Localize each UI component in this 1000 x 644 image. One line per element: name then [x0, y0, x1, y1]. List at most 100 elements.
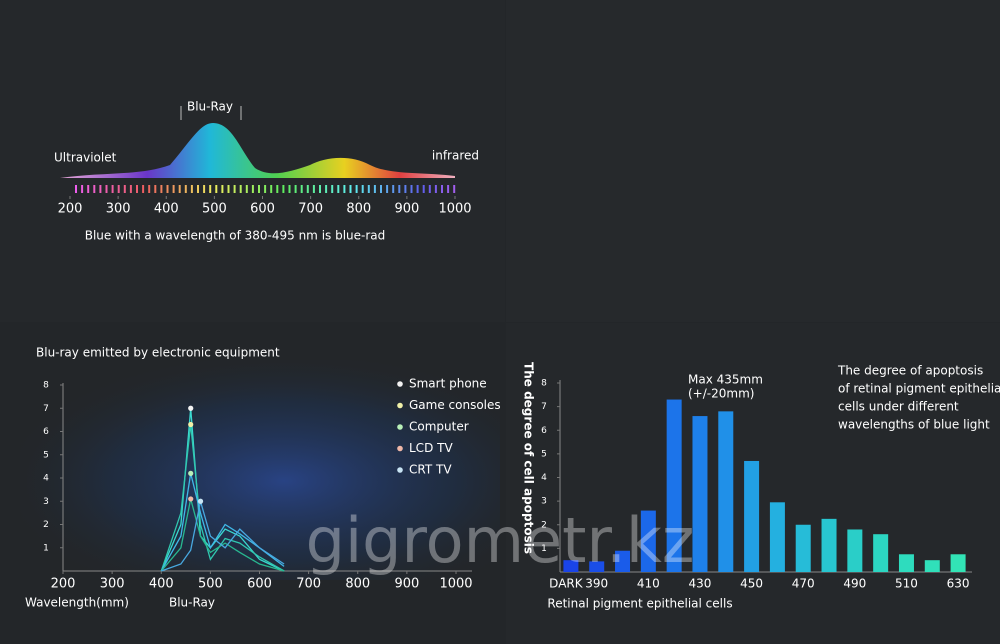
x-axis-label: Retinal pigment epithelial cells	[547, 597, 732, 611]
x-tick-label: 900	[394, 577, 419, 592]
y-tick-label: 1	[43, 543, 49, 553]
bar	[924, 560, 940, 572]
panel	[506, 0, 1000, 322]
peak-label: Blu-Ray	[187, 100, 233, 114]
y-tick-label: 5	[43, 450, 49, 460]
watermark: gigrometr.kz	[306, 504, 695, 577]
x-tick-label: 400	[154, 202, 179, 217]
annotation: (+/-20mm)	[688, 387, 754, 401]
series-line	[160, 473, 285, 572]
annotation: Max 435mm	[688, 373, 763, 387]
x-tick-label: 490	[843, 577, 866, 591]
y-tick-label: 4	[43, 474, 49, 484]
x-note: Blu-Ray	[169, 596, 215, 610]
caption: Blue with a wavelength of 380-495 nm is …	[85, 229, 386, 243]
bar	[563, 560, 579, 572]
chart-title: Blu-ray emitted by electronic equipment	[36, 346, 280, 360]
x-tick-label: 450	[740, 577, 763, 591]
y-tick-label: 8	[43, 381, 49, 391]
x-tick-label: 630	[947, 577, 970, 591]
side-text: wavelengths of blue light	[838, 418, 990, 432]
bar	[950, 554, 966, 572]
marks: 200 300 400 500 600 700 800 900 1000 1 2 3 4 5 6 7 8 200 3…	[43, 185, 972, 592]
peak-dot	[188, 470, 194, 476]
bar	[821, 518, 837, 572]
peak-dot	[197, 498, 204, 504]
bar	[769, 502, 785, 572]
x-tick-label: 600	[247, 577, 272, 592]
bar	[666, 399, 682, 572]
legend-label: Game consoles	[409, 398, 501, 412]
legend-dot	[397, 402, 403, 409]
glow	[20, 360, 500, 580]
x-tick-label: 410	[637, 577, 660, 591]
x-tick-label: 300	[106, 202, 131, 217]
x-tick-label: 300	[100, 577, 125, 592]
right-label: infrared	[432, 149, 479, 163]
y-tick-label: 2	[541, 520, 547, 530]
x-tick-label: 600	[250, 202, 275, 217]
bar	[692, 416, 708, 572]
bar	[795, 524, 811, 572]
x-tick-label: 200	[58, 202, 83, 217]
legend-label: Smart phone	[409, 377, 487, 391]
series-line	[160, 498, 285, 572]
panel	[0, 0, 505, 322]
y-tick-label: 3	[541, 497, 547, 507]
legend-label: LCD TV	[409, 441, 453, 455]
peak-dot	[188, 421, 194, 428]
x-tick-label: 900	[394, 202, 419, 217]
x-tick-label: 1000	[439, 577, 472, 592]
legend-label: CRT TV	[409, 463, 452, 477]
bracket	[180, 106, 242, 120]
x-tick-label: 700	[298, 202, 323, 217]
bar	[873, 534, 889, 572]
peak-dot	[188, 496, 194, 502]
y-tick-label: 7	[541, 402, 547, 412]
x-tick-label: 430	[689, 577, 712, 591]
bar	[898, 554, 914, 572]
y-tick-label: 3	[43, 497, 49, 507]
bar	[718, 411, 734, 572]
legend-dot	[397, 467, 403, 473]
x-tick-label: 800	[345, 577, 370, 592]
y-tick-label: 1	[541, 544, 547, 554]
peak-dot	[188, 405, 194, 411]
series-line	[161, 501, 285, 572]
x-tick-label: 800	[346, 202, 371, 217]
bar	[615, 550, 631, 572]
x-axis-label: Wavelength(mm)	[25, 596, 129, 610]
bar	[744, 460, 760, 572]
x-tick-label: 500	[198, 577, 223, 592]
side-text: of retinal pigment epithelial	[838, 382, 1000, 396]
y-axis-label: The degree of cell apoptosis	[522, 362, 536, 554]
series-line	[160, 424, 285, 572]
x-tick-label: 700	[296, 577, 321, 592]
y-tick-label: 6	[43, 427, 49, 437]
y-tick-label: 7	[43, 404, 49, 414]
x-tick-label: 500	[202, 202, 227, 217]
x-tick-label: 510	[895, 577, 918, 591]
legend-dot	[397, 445, 403, 452]
y-tick-label: 5	[541, 449, 547, 459]
x-tick-label: DARK	[549, 577, 584, 591]
side-text: The degree of apoptosis	[837, 364, 983, 378]
x-tick-label: 1000	[438, 202, 471, 217]
left-label: Ultraviolet	[54, 151, 117, 165]
bar	[847, 529, 863, 572]
legend-dot	[397, 381, 403, 387]
legend-dot	[397, 424, 403, 430]
x-tick-label: 200	[51, 577, 76, 592]
bar	[589, 561, 605, 572]
bar	[640, 510, 656, 572]
spectrum-curve	[60, 123, 455, 178]
y-tick-label: 8	[541, 379, 547, 389]
y-tick-label: 2	[43, 520, 49, 530]
x-tick-label: 390	[585, 577, 608, 591]
x-tick-label: 400	[149, 577, 174, 592]
y-tick-label: 4	[541, 473, 547, 483]
side-text: cells under different	[838, 400, 959, 414]
legend-label: Computer	[409, 420, 469, 434]
